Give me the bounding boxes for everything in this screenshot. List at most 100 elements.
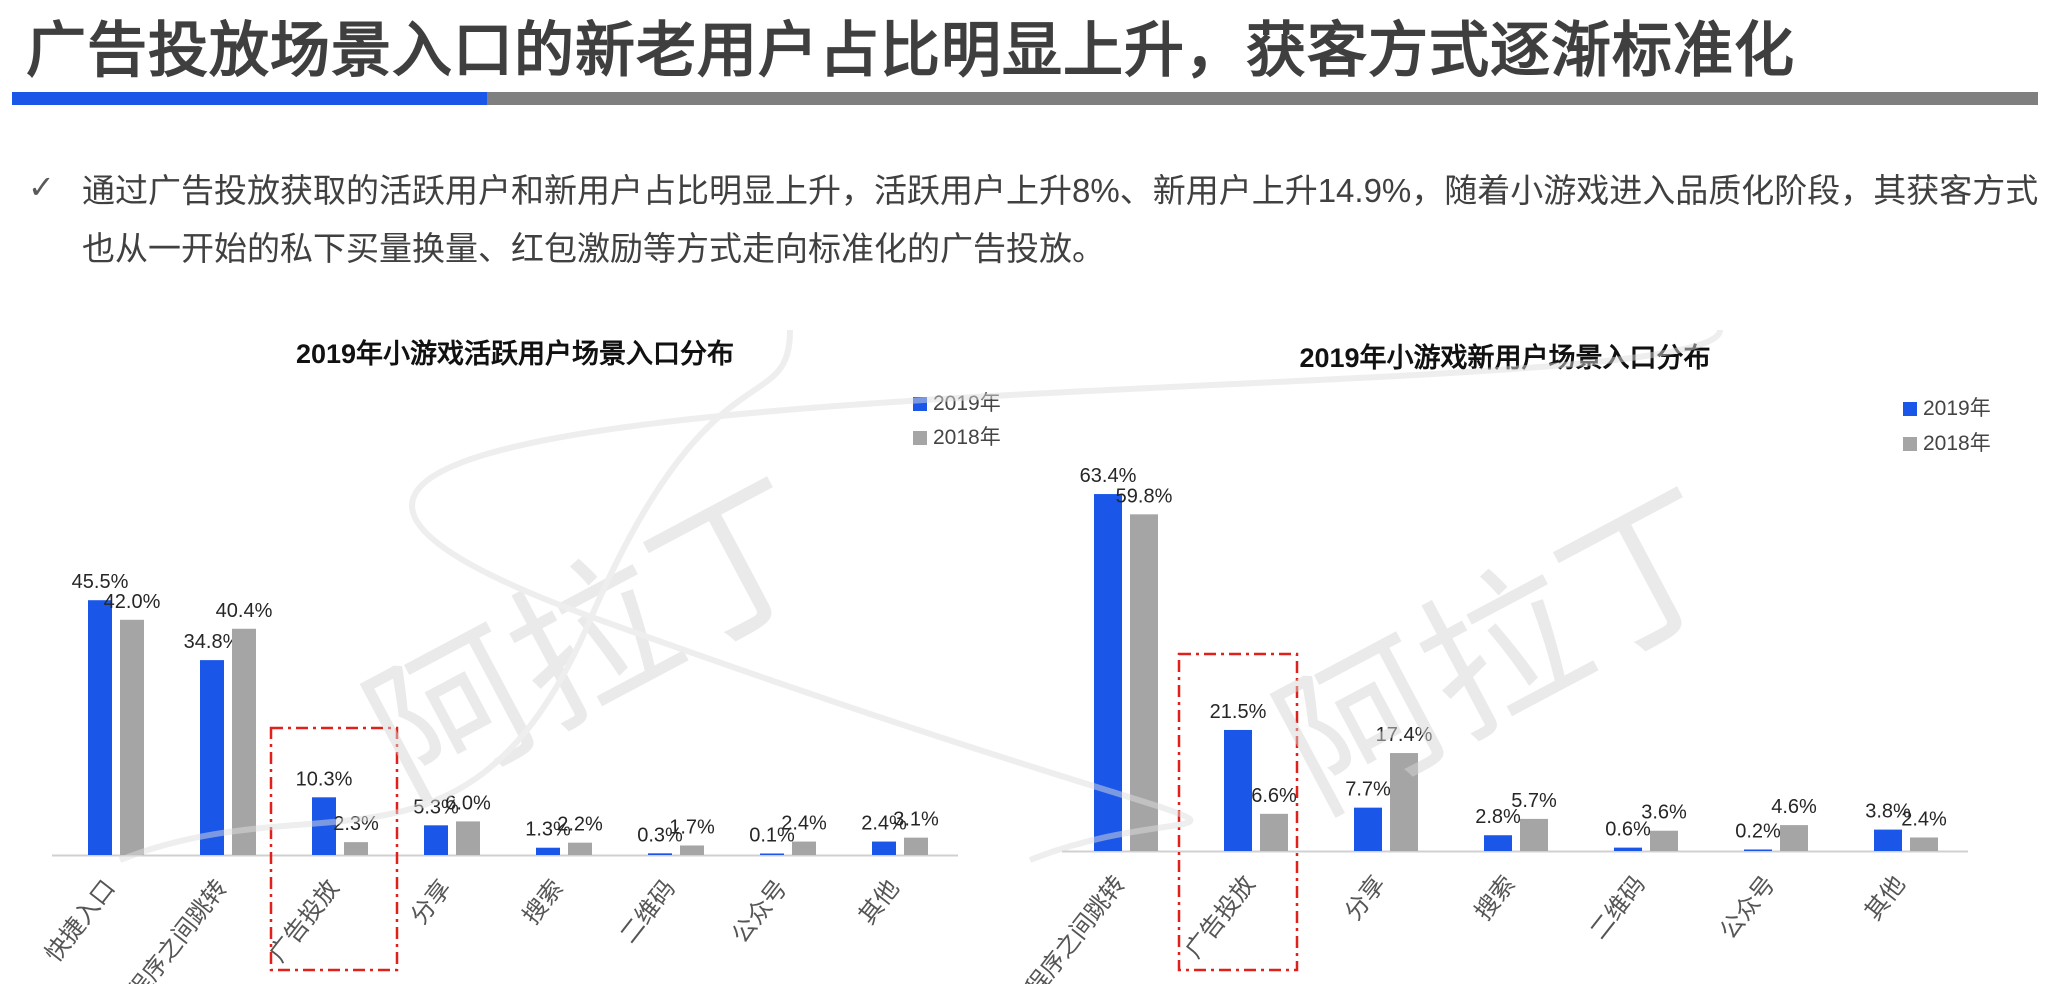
bar [312, 797, 336, 855]
data-label: 6.0% [445, 792, 491, 814]
data-label: 1.3% [525, 819, 571, 841]
data-label: 7.7% [1345, 779, 1391, 801]
bar [1910, 837, 1938, 851]
bar [88, 600, 112, 855]
bar [1390, 753, 1418, 851]
data-label: 2.3% [333, 813, 379, 835]
bar [344, 842, 368, 855]
bar [120, 619, 144, 855]
highlight-box [269, 726, 399, 972]
data-label: 2.4% [781, 813, 827, 835]
chart-new-users: 2019年小游戏新用户场景入口分布 2019年 2018年 63.4%59.8% 小程序… [1006, 342, 1991, 984]
bar [904, 837, 928, 855]
title-rule-accent [12, 92, 487, 105]
data-label: 3.1% [893, 809, 939, 831]
check-icon: ✓ [28, 169, 55, 205]
category-label: 二维码 [1585, 871, 1651, 944]
bar [760, 853, 784, 855]
legend-label: 2019年 [933, 392, 1001, 415]
legend-label: 2019年 [1923, 397, 1991, 420]
category-label: 搜索 [1470, 871, 1521, 925]
category-label: 分享 [1340, 871, 1391, 925]
title-rule [12, 92, 2038, 105]
chart-title: 2019年小游戏活跃用户场景入口分布 [296, 338, 734, 369]
data-label: 0.3% [637, 824, 683, 846]
bar [232, 628, 256, 855]
bar [1744, 849, 1772, 851]
category-label: 广告投放 [1180, 871, 1260, 963]
bar [1650, 830, 1678, 851]
data-label: 2.4% [861, 813, 907, 835]
bar [568, 842, 592, 855]
category-label: 其他 [854, 875, 905, 929]
category-label: 小程序之间跳转 [108, 875, 233, 984]
bar [680, 845, 704, 855]
data-label: 63.4% [1080, 465, 1137, 487]
legend-swatch [1903, 402, 1917, 416]
bar [200, 660, 224, 855]
bar [1780, 825, 1808, 851]
data-label: 17.4% [1376, 724, 1433, 746]
bar [792, 841, 816, 855]
data-label: 2.2% [557, 814, 603, 836]
bar [1484, 835, 1512, 851]
legend-label: 2018年 [1923, 432, 1991, 455]
data-label: 0.2% [1735, 821, 1781, 843]
data-label: 3.8% [1865, 801, 1911, 823]
data-label: 2.4% [1901, 808, 1947, 830]
data-label: 2.8% [1475, 806, 1521, 828]
bar [1520, 818, 1548, 851]
data-label: 42.0% [104, 591, 161, 613]
bar [1224, 729, 1252, 851]
data-label: 0.1% [749, 825, 795, 847]
bar [1130, 514, 1158, 851]
data-label: 21.5% [1210, 701, 1267, 723]
bar [456, 821, 480, 855]
category-label: 搜索 [518, 875, 569, 929]
bar [872, 841, 896, 855]
data-label: 45.5% [72, 571, 129, 593]
bullet-text: 通过广告投放获取的活跃用户和新用户占比明显上升，活跃用户上升8%、新用户上升14… [82, 172, 2039, 267]
data-label: 6.6% [1251, 785, 1297, 807]
bar [1614, 847, 1642, 851]
legend-swatch [913, 397, 927, 411]
data-label: 3.6% [1641, 802, 1687, 824]
watermark-text: 阿拉丁 [340, 449, 848, 832]
category-label: 二维码 [615, 875, 681, 948]
legend-swatch [1903, 437, 1917, 451]
legend-swatch [913, 431, 927, 445]
category-label: 小程序之间跳转 [1006, 871, 1131, 984]
bar [1354, 807, 1382, 851]
category-label: 公众号 [1715, 871, 1781, 944]
chart-title: 2019年小游戏新用户场景入口分布 [1299, 342, 1710, 373]
category-label: 公众号 [727, 875, 793, 948]
data-label: 34.8% [184, 631, 241, 653]
title-rule-bar [487, 92, 2038, 105]
data-label: 4.6% [1771, 796, 1817, 818]
data-label: 10.3% [296, 768, 353, 790]
watermark-swoosh [118, 329, 793, 863]
data-label: 5.3% [413, 796, 459, 818]
data-label: 1.7% [669, 816, 715, 838]
bar [1260, 813, 1288, 851]
watermark: 阿拉丁 阿拉丁 [118, 329, 1758, 863]
data-label: 5.7% [1511, 790, 1557, 812]
bar [1874, 829, 1902, 851]
data-label: 0.6% [1605, 819, 1651, 841]
category-label: 广告投放 [264, 875, 344, 967]
category-label: 其他 [1860, 871, 1911, 925]
highlight-box [1177, 652, 1299, 972]
bar [648, 853, 672, 855]
watermark-text: 阿拉丁 [1250, 459, 1758, 842]
bar [424, 825, 448, 855]
watermark-swoosh [409, 329, 1723, 863]
data-label: 59.8% [1116, 485, 1173, 507]
chart-active-users: 2019年小游戏活跃用户场景入口分布 2019年 2018年 45.5%42.0% 快捷… [40, 338, 1000, 984]
page-title: 广告投放场景入口的新老用户占比明显上升，获客方式逐渐标准化 [26, 17, 1795, 84]
bar [1094, 494, 1122, 851]
bar [536, 847, 560, 855]
legend-label: 2018年 [933, 426, 1001, 449]
data-label: 40.4% [216, 600, 273, 622]
category-label: 快捷入口 [40, 875, 120, 967]
